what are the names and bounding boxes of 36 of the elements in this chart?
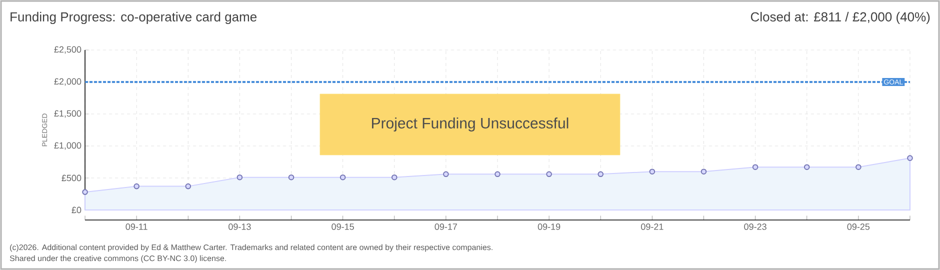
point: [804, 164, 810, 170]
x-tick-label: 09-25: [847, 224, 870, 230]
point: [494, 171, 500, 178]
point: [185, 183, 192, 190]
point: [236, 174, 243, 180]
y-tick-label: £2,500: [54, 46, 82, 54]
text: (c)2026. Additional content provided by Ed & Matthew Carter. Trademarks and related content are owned by their respective companies.: [10, 244, 492, 252]
x-tick-label: 09-13: [228, 224, 251, 230]
chart-subtitle: Closed at: £811 / £2,000 (40%): [750, 12, 930, 24]
y-tick-label: £500: [62, 174, 82, 182]
x-tick-label: 09-15: [332, 224, 354, 230]
x-tick-label: 09-21: [641, 224, 664, 230]
point: [907, 155, 913, 161]
point: [649, 168, 656, 174]
text: Shared under the creative commons (CC BY-NC 3.0) license.: [10, 255, 226, 263]
point: [752, 164, 758, 170]
y-tick-label: £0: [72, 206, 82, 214]
point: [288, 174, 294, 180]
point: [856, 164, 862, 170]
x-tick-label: 09-11: [126, 224, 148, 230]
point: [700, 168, 707, 174]
point: [134, 183, 140, 190]
point: [391, 174, 398, 180]
point: [340, 174, 346, 180]
y-tick-label: £1,000: [54, 142, 82, 150]
annotation: Project Funding Unsuccessful: [372, 118, 568, 132]
y-tick-label: £2,000: [54, 78, 82, 86]
x-tick-label: 09-19: [538, 224, 560, 230]
point: [598, 171, 604, 178]
point: [546, 171, 552, 178]
point: [82, 189, 88, 195]
x-tick-label: 09-23: [744, 224, 766, 230]
y-tick-label: £1,500: [54, 110, 82, 118]
chart-title: Funding Progress: co-operative card game: [10, 12, 257, 24]
x-tick-label: 09-17: [434, 224, 457, 230]
point: [443, 171, 449, 178]
